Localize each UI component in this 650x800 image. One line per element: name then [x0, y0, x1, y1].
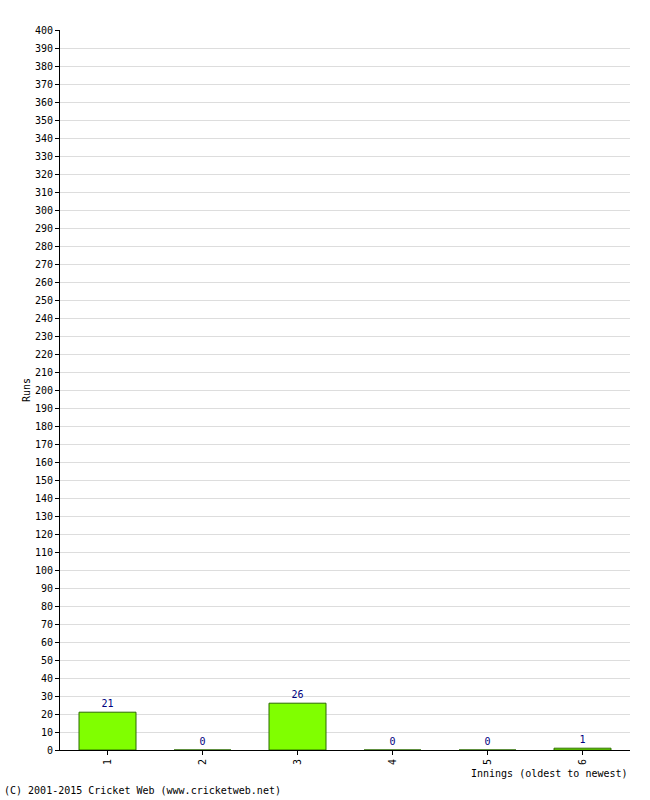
svg-text:200: 200 — [35, 385, 53, 396]
svg-text:20: 20 — [41, 709, 53, 720]
svg-text:90: 90 — [41, 583, 53, 594]
svg-text:320: 320 — [35, 169, 53, 180]
svg-text:150: 150 — [35, 475, 53, 486]
svg-text:10: 10 — [41, 727, 53, 738]
svg-text:250: 250 — [35, 295, 53, 306]
svg-text:280: 280 — [35, 241, 53, 252]
svg-text:330: 330 — [35, 151, 53, 162]
svg-text:170: 170 — [35, 439, 53, 450]
svg-text:130: 130 — [35, 511, 53, 522]
svg-text:220: 220 — [35, 349, 53, 360]
svg-text:300: 300 — [35, 205, 53, 216]
svg-text:100: 100 — [35, 565, 53, 576]
svg-text:350: 350 — [35, 115, 53, 126]
svg-text:240: 240 — [35, 313, 53, 324]
svg-text:40: 40 — [41, 673, 53, 684]
svg-text:370: 370 — [35, 79, 53, 90]
svg-text:5: 5 — [482, 759, 493, 765]
svg-text:210: 210 — [35, 367, 53, 378]
svg-text:50: 50 — [41, 655, 53, 666]
svg-text:0: 0 — [389, 736, 395, 747]
svg-text:340: 340 — [35, 133, 53, 144]
svg-text:230: 230 — [35, 331, 53, 342]
svg-text:260: 260 — [35, 277, 53, 288]
svg-text:1: 1 — [579, 734, 585, 745]
svg-text:390: 390 — [35, 43, 53, 54]
svg-text:6: 6 — [577, 759, 588, 765]
svg-text:0: 0 — [47, 745, 53, 756]
svg-text:80: 80 — [41, 601, 53, 612]
svg-text:380: 380 — [35, 61, 53, 72]
svg-text:360: 360 — [35, 97, 53, 108]
svg-text:310: 310 — [35, 187, 53, 198]
svg-text:0: 0 — [484, 736, 490, 747]
svg-text:Runs: Runs — [21, 378, 32, 402]
svg-text:Innings (oldest to newest): Innings (oldest to newest) — [471, 768, 628, 779]
svg-text:4: 4 — [387, 759, 398, 765]
svg-text:160: 160 — [35, 457, 53, 468]
svg-text:120: 120 — [35, 529, 53, 540]
svg-text:(C) 2001-2015 Cricket Web (www: (C) 2001-2015 Cricket Web (www.cricketwe… — [4, 785, 281, 796]
svg-text:3: 3 — [292, 759, 303, 765]
svg-text:110: 110 — [35, 547, 53, 558]
svg-text:400: 400 — [35, 25, 53, 36]
svg-text:2: 2 — [197, 759, 208, 765]
svg-text:30: 30 — [41, 691, 53, 702]
svg-text:290: 290 — [35, 223, 53, 234]
svg-text:21: 21 — [101, 698, 113, 709]
svg-text:190: 190 — [35, 403, 53, 414]
svg-text:70: 70 — [41, 619, 53, 630]
svg-text:140: 140 — [35, 493, 53, 504]
svg-text:1: 1 — [102, 759, 113, 765]
svg-text:0: 0 — [199, 736, 205, 747]
svg-text:60: 60 — [41, 637, 53, 648]
svg-text:180: 180 — [35, 421, 53, 432]
svg-text:270: 270 — [35, 259, 53, 270]
svg-text:26: 26 — [291, 689, 303, 700]
